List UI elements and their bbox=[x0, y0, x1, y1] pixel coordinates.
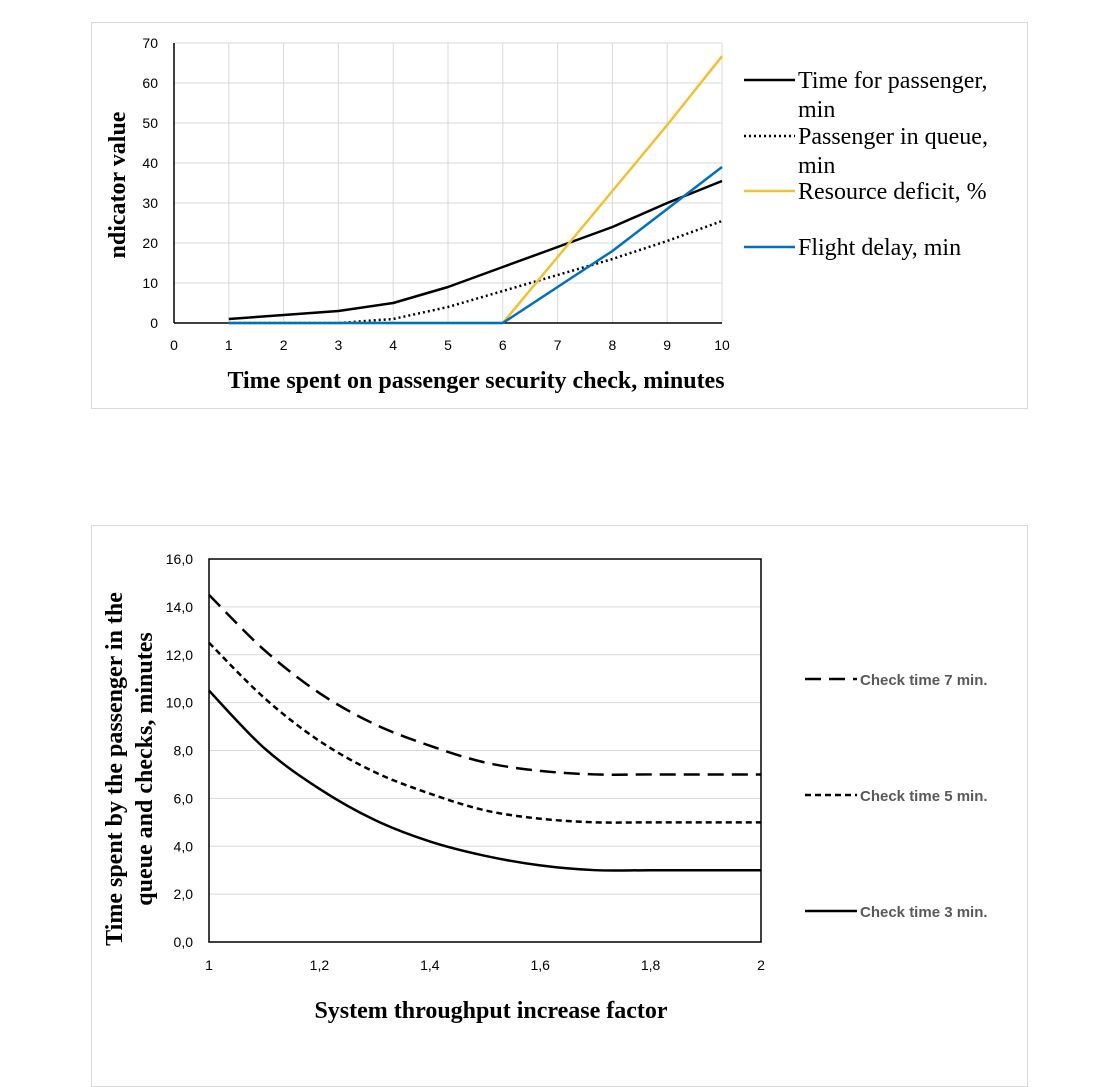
series-line-check-time-7-min bbox=[208, 594, 761, 776]
series-line-check-time-5-min bbox=[208, 641, 761, 824]
y-tick-label: 0 bbox=[150, 315, 158, 331]
y-axis-title-group: Time spent by the passenger in the queue … bbox=[102, 592, 158, 946]
y-tick-label: 0,0 bbox=[174, 934, 194, 950]
legend-label-check-time-7-min: Check time 7 min. bbox=[860, 672, 988, 689]
legend-label-passenger-in-queue-min: min bbox=[798, 153, 835, 179]
x-axis-title: Time spent on passenger security check, … bbox=[227, 368, 724, 394]
throughput-chart: 1 1,2 1,4 1,6 1,8 2 0,0 2,0 4,0 6,0 8,0 10,0 12,0 14,… bbox=[102, 551, 988, 1024]
y-tick-label: 12,0 bbox=[166, 647, 193, 663]
y-tick-label: 10,0 bbox=[166, 695, 193, 711]
plot-frame bbox=[208, 558, 762, 943]
y-tick-label: 60 bbox=[142, 75, 158, 91]
y-tick-label: 8,0 bbox=[174, 743, 194, 759]
x-tick-label: 8 bbox=[609, 337, 617, 353]
y-tick-label: 40 bbox=[142, 155, 158, 171]
y-axis-title: ndicator value bbox=[105, 111, 131, 258]
x-tick-label: 5 bbox=[444, 337, 452, 353]
x-tick-label: 1,2 bbox=[310, 957, 330, 973]
x-tick-label: 0 bbox=[170, 337, 178, 353]
x-axis-title: System throughput increase factor bbox=[314, 998, 667, 1024]
series-line-flight-delay-min bbox=[228, 166, 723, 325]
legend-label-resource-deficit: Resource deficit, % bbox=[798, 179, 987, 205]
indicator-chart: 0 1 2 3 4 5 6 7 8 9 10 0 10 20 30 40 50 60 70 Time spent on… bbox=[105, 35, 988, 394]
y-tick-label: 20 bbox=[142, 235, 158, 251]
legend-label-time-for-passenger-min: min bbox=[798, 97, 835, 123]
series-line-time-for-passenger-min bbox=[228, 179, 723, 321]
series-line-check-time-3-min bbox=[208, 689, 761, 872]
y-tick-label: 4,0 bbox=[174, 838, 194, 854]
y-tick-label: 6,0 bbox=[174, 790, 194, 806]
x-tick-label: 1,8 bbox=[641, 957, 661, 973]
x-tick-label: 7 bbox=[554, 337, 562, 353]
x-tick-label: 1 bbox=[205, 957, 213, 973]
y-tick-label: 14,0 bbox=[166, 599, 193, 615]
x-tick-label: 2 bbox=[280, 337, 288, 353]
x-tick-label: 1,4 bbox=[420, 957, 440, 973]
chart-panel-bottom: 1 1,2 1,4 1,6 1,8 2 0,0 2,0 4,0 6,0 8,0 10,0 12,0 14,… bbox=[91, 525, 1028, 1087]
y-tick-label: 10 bbox=[142, 275, 158, 291]
legend-label-check-time-5-min: Check time 5 min. bbox=[860, 788, 988, 805]
legend-label-time-for-passenger-min: Time for passenger, bbox=[798, 68, 987, 94]
legend-label-flight-delay-min: Flight delay, min bbox=[798, 235, 961, 261]
legend-label-passenger-in-queue-min: Passenger in queue, bbox=[798, 124, 988, 150]
y-tick-label: 2,0 bbox=[174, 886, 194, 902]
legend-label-check-time-3-min: Check time 3 min. bbox=[860, 904, 988, 921]
x-tick-label: 9 bbox=[663, 337, 671, 353]
chart-panel-top: 0 1 2 3 4 5 6 7 8 9 10 0 10 20 30 40 50 60 70 Time spent on… bbox=[91, 22, 1028, 409]
x-tick-label: 10 bbox=[714, 337, 730, 353]
y-tick-label: 30 bbox=[142, 195, 158, 211]
y-tick-label: 70 bbox=[142, 35, 158, 51]
x-tick-label: 2 bbox=[757, 957, 765, 973]
y-axis-title: queue and checks, minutes bbox=[132, 632, 158, 905]
y-tick-label: 16,0 bbox=[166, 551, 193, 567]
x-tick-label: 1,6 bbox=[530, 957, 550, 973]
series-line-passenger-in-queue-min bbox=[228, 219, 723, 325]
x-tick-label: 1 bbox=[225, 337, 233, 353]
y-axis-title: Time spent by the passenger in the bbox=[102, 592, 128, 946]
x-tick-label: 6 bbox=[499, 337, 507, 353]
x-tick-label: 3 bbox=[335, 337, 343, 353]
x-tick-label: 4 bbox=[389, 337, 397, 353]
y-tick-label: 50 bbox=[142, 115, 158, 131]
